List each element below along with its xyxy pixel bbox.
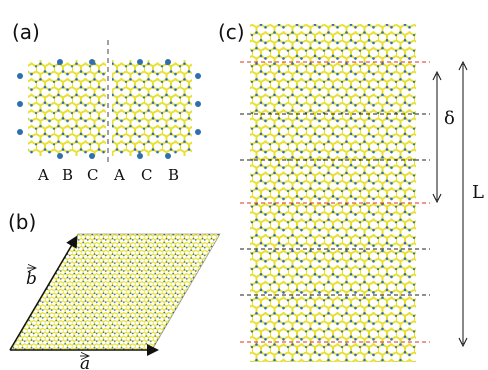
- length-label: L: [472, 182, 484, 203]
- panel-b-supercell: b a: [9, 233, 221, 370]
- panel-c-label: (c): [218, 20, 245, 44]
- vector-b-label: b: [26, 269, 37, 289]
- stacking-letter: C: [87, 166, 98, 184]
- stacking-letter: A: [37, 166, 49, 184]
- panel-a-edge-atoms: [17, 59, 201, 159]
- vector-a-label: a: [80, 354, 90, 370]
- panel-a-left-lattice: [28, 60, 106, 156]
- panel-b-lattice: [10, 234, 220, 350]
- stacking-labels: A B C A C B: [37, 166, 179, 184]
- stacking-letter: B: [168, 166, 179, 184]
- panel-a-structure: [17, 40, 201, 162]
- panel-a-label: (a): [12, 20, 40, 44]
- stacking-letter: B: [62, 166, 73, 184]
- stacking-letter: A: [113, 166, 125, 184]
- vector-b-arrow: [9, 235, 78, 351]
- panel-a-right-lattice: [112, 60, 192, 156]
- delta-label: δ: [444, 108, 455, 129]
- stacking-letter: C: [141, 166, 152, 184]
- panel-c-ribbon: δ L: [240, 24, 484, 362]
- panel-c-lattice: [250, 24, 416, 362]
- panel-b-label: (b): [8, 210, 37, 234]
